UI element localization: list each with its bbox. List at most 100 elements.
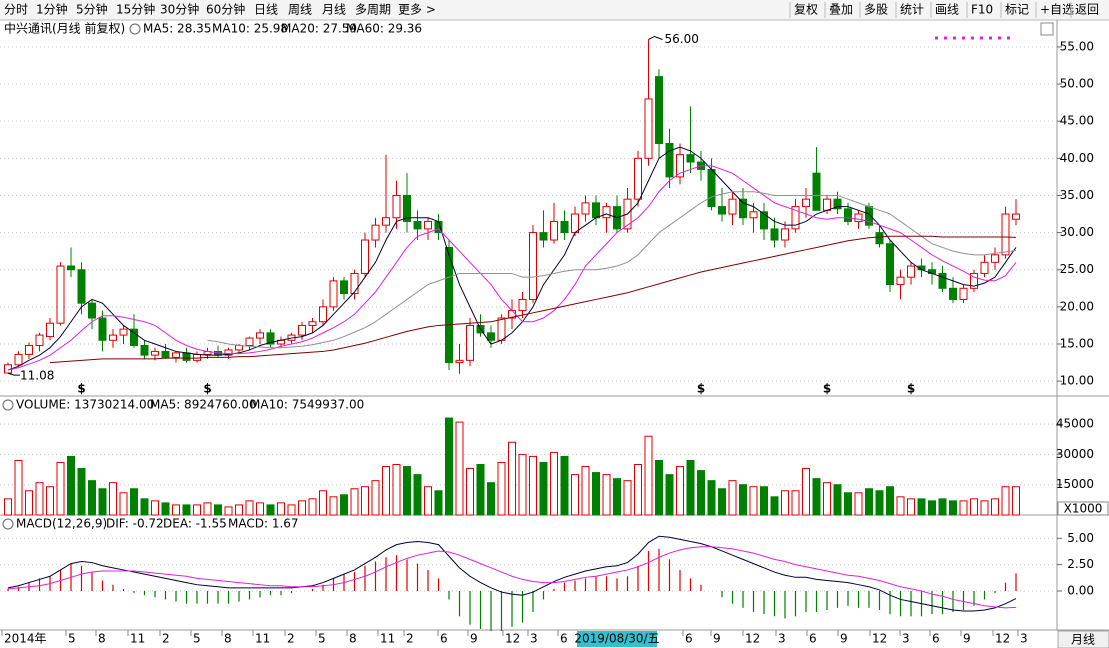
low-label: 11.08	[20, 369, 54, 383]
volume-bar	[823, 482, 831, 516]
toolbar-button[interactable]: F10	[971, 3, 993, 17]
x-tick-label: 5	[68, 632, 76, 646]
toolbar-button[interactable]: 日线	[254, 3, 278, 17]
candle-body	[571, 213, 579, 234]
volume-bar	[151, 500, 159, 516]
dividend-mark[interactable]: $	[823, 382, 831, 396]
y-tick-label: 0.00	[1067, 584, 1094, 598]
candle-body	[655, 76, 663, 144]
candle-body	[886, 243, 894, 286]
candle-body	[718, 206, 726, 215]
volume-bar	[256, 502, 264, 516]
x-tick-label: 9	[470, 632, 478, 646]
volume-bar	[991, 498, 999, 516]
toolbar-button[interactable]: 统计	[900, 3, 924, 17]
toolbar-button[interactable]: 60分钟	[206, 2, 245, 17]
volume-bar	[959, 500, 968, 516]
toolbar-button[interactable]: 标记	[1005, 3, 1029, 17]
volume-bar	[560, 455, 569, 516]
toolbar-button[interactable]: 多股	[864, 3, 888, 17]
candle-body	[581, 202, 590, 215]
y-tick-label: 45000	[1056, 417, 1094, 431]
volume-bar	[571, 474, 579, 516]
period-button[interactable]: 月线	[1071, 633, 1095, 647]
volume-bar	[340, 494, 348, 516]
toolbar-button[interactable]: 周线	[288, 3, 312, 17]
candle-body	[592, 202, 600, 219]
volume-bar	[539, 461, 548, 516]
dividend-mark[interactable]: $	[907, 382, 915, 396]
volume-bar	[308, 498, 317, 516]
volume-bar	[970, 498, 978, 516]
volume-bar	[4, 498, 12, 516]
toolbar-button[interactable]: 15分钟	[116, 2, 155, 17]
dividend-mark[interactable]: $	[203, 382, 211, 396]
legend-icon[interactable]	[2, 518, 14, 530]
candle-body	[109, 334, 117, 341]
x-tick-label: 5	[193, 632, 201, 646]
candle-body	[130, 328, 138, 346]
y-tick-label: 20.00	[1060, 299, 1094, 313]
volume-bar	[592, 472, 600, 516]
volume-bar	[329, 496, 338, 516]
candle-body	[224, 349, 233, 356]
candle-body	[245, 337, 254, 346]
toolbar-button[interactable]: 月线	[322, 3, 346, 17]
candle-body	[770, 228, 779, 241]
volume-bar	[907, 498, 915, 516]
dividend-mark[interactable]: $	[697, 382, 705, 396]
candle-body	[361, 239, 369, 274]
toolbar-button[interactable]: 1分钟	[36, 2, 68, 17]
legend-entry: DEA: -1.55	[163, 517, 227, 531]
candle-body	[161, 350, 170, 358]
volume-bar	[655, 459, 663, 516]
volume-bar	[466, 468, 474, 516]
cursor-label: 2019/08/30/五	[574, 632, 659, 646]
toolbar-button[interactable]: 5分钟	[76, 2, 108, 17]
candle-body	[728, 198, 737, 215]
toolbar-button[interactable]: 分时	[4, 3, 28, 17]
x-tick-label: 6	[560, 632, 568, 646]
x-tick-label: 2	[406, 632, 414, 646]
period-button-bg[interactable]	[1057, 630, 1109, 648]
candle-body	[1012, 213, 1020, 220]
legend-icon[interactable]	[2, 399, 14, 411]
volume-bar	[203, 502, 212, 516]
volume-bar	[497, 461, 506, 516]
toolbar-button[interactable]: 多周期	[355, 3, 391, 17]
toolbar-button[interactable]: 画线	[935, 3, 959, 17]
legend-icon[interactable]	[129, 23, 141, 35]
volume-bar	[812, 478, 821, 516]
toolbar-button[interactable]: 复权	[794, 3, 818, 17]
y-tick-label: 35.00	[1060, 188, 1094, 202]
volume-bar	[718, 488, 726, 516]
volume-bar	[1001, 486, 1010, 516]
close-button[interactable]	[1040, 22, 1054, 36]
toolbar-button[interactable]: 30分钟	[160, 2, 199, 17]
candle-body	[644, 98, 653, 159]
dividend-mark[interactable]: $	[77, 382, 85, 396]
volume-bar	[581, 466, 590, 516]
candle-body	[991, 254, 999, 263]
candle-body	[151, 350, 159, 356]
volume-bar	[949, 500, 957, 516]
volume-bar	[770, 496, 779, 516]
toolbar-button[interactable]: +自选	[1040, 3, 1074, 17]
x-tick-label: 9	[840, 632, 848, 646]
volume-bar	[1012, 486, 1020, 516]
volume-bar	[14, 459, 23, 516]
candle-body	[98, 317, 107, 341]
toolbar-button[interactable]: 叠加	[829, 3, 853, 17]
candle-body	[182, 352, 191, 361]
volume-bar	[644, 435, 653, 516]
toolbar-button[interactable]: 返回	[1075, 3, 1099, 17]
toolbar-button[interactable]: 更多 >	[398, 3, 436, 17]
x-tick-label: 3	[1020, 632, 1028, 646]
unit-label: X1000	[1064, 502, 1103, 516]
legend-entry: MA10: 7549937.00	[250, 398, 364, 412]
x-tick-label: 2	[287, 632, 295, 646]
candle-body	[949, 287, 957, 300]
candle-body	[602, 206, 611, 219]
volume-bar	[623, 480, 632, 516]
candle-body	[319, 306, 327, 323]
